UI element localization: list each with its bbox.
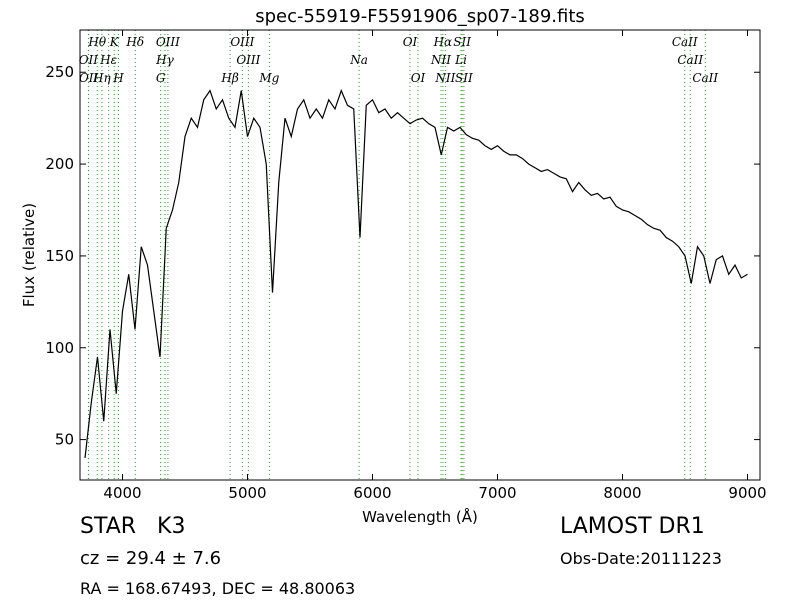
- spectral-line-label: G: [156, 71, 166, 85]
- plot-frame: [79, 29, 761, 481]
- spectral-line-label: OIII: [230, 35, 254, 49]
- y-tick-label: 150: [45, 247, 74, 265]
- spectral-line-label: CaII: [677, 53, 703, 67]
- y-tick-label: 100: [45, 339, 74, 357]
- spectral-line-label: OII: [79, 53, 99, 67]
- spectral-line-label: Hη: [92, 71, 111, 85]
- spectral-line-label: OII: [79, 71, 99, 85]
- spectral-line-label: OI: [403, 35, 418, 49]
- spectrum-line: [84, 88, 748, 459]
- survey: LAMOST DR1: [560, 514, 705, 539]
- spectral-line-label: Mg: [258, 71, 279, 85]
- spectral-line-label: NII: [434, 71, 455, 85]
- spectral-line-label: Hε: [99, 53, 117, 67]
- spectral-line-label: Hβ: [220, 71, 238, 85]
- y-tick-label: 50: [55, 431, 74, 449]
- spectral-line-label: Na: [349, 53, 368, 67]
- x-tick-label: 6000: [353, 484, 391, 502]
- object-class: STAR K3: [80, 514, 186, 539]
- y-axis-label: Flux (relative): [20, 203, 38, 307]
- spectral-line-label: OIII: [236, 53, 260, 67]
- spectral-line-label: Hθ: [87, 35, 106, 49]
- chart-title: spec-55919-F5591906_sp07-189.fits: [255, 6, 585, 27]
- spectral-line-label: Hδ: [125, 35, 144, 49]
- x-tick-label: 7000: [478, 484, 516, 502]
- spectral-line-label: SII: [455, 71, 473, 85]
- redshift: cz = 29.4 ± 7.6: [80, 548, 222, 569]
- x-axis-label: Wavelength (Å): [362, 507, 478, 526]
- spectral-line-label: CaII: [672, 35, 698, 49]
- spectral-line-label: NII: [430, 53, 451, 67]
- spectral-line-label: Hα: [433, 35, 453, 49]
- spectral-line-label: K: [109, 35, 120, 49]
- obs-date: Obs-Date:20111223: [560, 549, 722, 568]
- spectral-line-label: OI: [411, 71, 426, 85]
- spectral-line-label: CaII: [692, 71, 718, 85]
- y-tick-label: 200: [45, 155, 74, 173]
- spectral-line-label: Li: [454, 53, 467, 67]
- x-tick-label: 8000: [603, 484, 641, 502]
- spectral-line-label: OIII: [156, 35, 180, 49]
- x-tick-label: 9000: [728, 484, 766, 502]
- spectral-line-label: H: [112, 71, 124, 85]
- x-tick-label: 5000: [228, 484, 266, 502]
- y-tick-label: 250: [45, 63, 74, 81]
- spectral-line-label: SII: [453, 35, 471, 49]
- spectral-line-label: Hγ: [155, 53, 174, 67]
- coordinates: RA = 168.67493, DEC = 48.80063: [80, 579, 356, 598]
- x-tick-label: 4000: [103, 484, 141, 502]
